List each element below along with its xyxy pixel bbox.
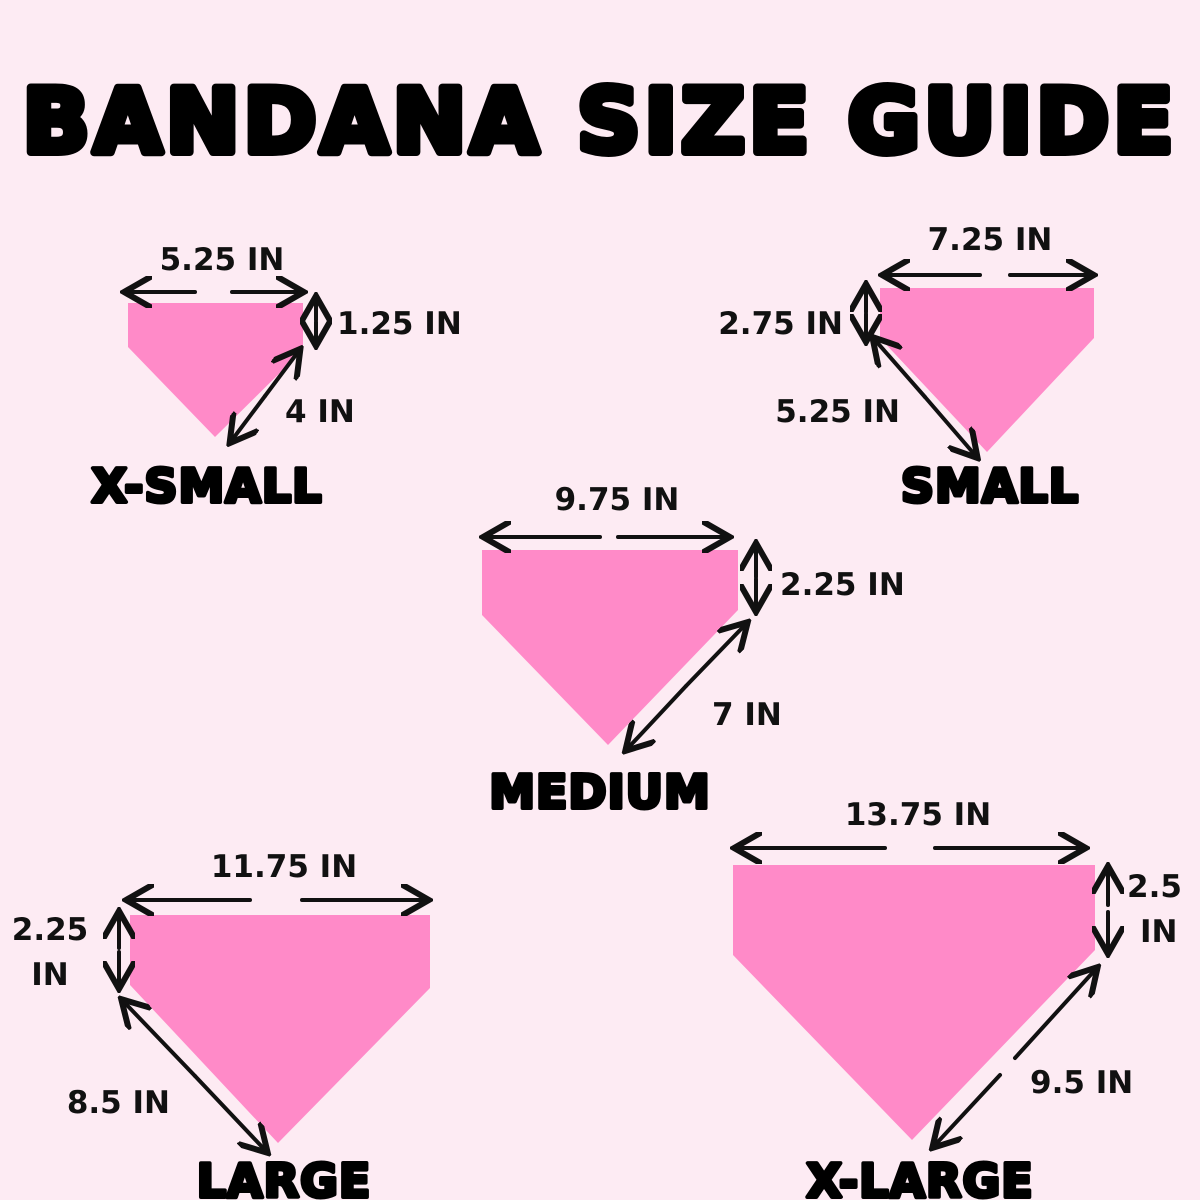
side-arrow-icon bbox=[684, 625, 745, 688]
side-arrow-icon bbox=[923, 395, 975, 455]
size-name: MEDIUM bbox=[489, 765, 711, 819]
width-label: 13.75 IN bbox=[845, 797, 991, 833]
xlarge-bandana-shape bbox=[733, 865, 1095, 1140]
side-arrow-icon bbox=[124, 1002, 197, 1078]
width-label: 11.75 IN bbox=[211, 849, 357, 885]
side-label: 9.5 IN bbox=[1030, 1065, 1133, 1101]
side-arrow-icon bbox=[232, 394, 267, 440]
width-label: 5.25 IN bbox=[160, 242, 285, 278]
height-label: 2.25 IN bbox=[780, 567, 905, 603]
side-label: 5.25 IN bbox=[775, 394, 900, 430]
small-bandana-shape bbox=[880, 288, 1094, 452]
height-label: 1.25 IN bbox=[337, 306, 462, 342]
side-label: 8.5 IN bbox=[67, 1085, 170, 1121]
large-bandana-shape bbox=[130, 915, 430, 1143]
side-label: 7 IN bbox=[712, 697, 782, 733]
side-arrow-icon bbox=[1013, 970, 1095, 1060]
height-unit: IN bbox=[31, 957, 68, 993]
side-arrow-icon bbox=[263, 352, 298, 398]
height-label: 2.75 IN bbox=[718, 306, 843, 342]
side-arrow-icon bbox=[875, 340, 927, 399]
xsmall-bandana-shape bbox=[128, 303, 303, 437]
xlarge-group: 13.75 IN 2.5 IN 9.5 IN X-LARGE bbox=[733, 797, 1182, 1200]
size-name: SMALL bbox=[901, 459, 1079, 513]
side-arrow-icon bbox=[935, 1073, 1002, 1145]
side-arrow-icon bbox=[628, 684, 688, 748]
height-value: 2.25 bbox=[12, 912, 89, 948]
medium-bandana-shape bbox=[482, 550, 738, 745]
height-value: 2.5 bbox=[1127, 869, 1182, 905]
size-name: X-LARGE bbox=[806, 1154, 1033, 1200]
width-label: 9.75 IN bbox=[555, 482, 680, 518]
xsmall-group: 5.25 IN 1.25 IN 4 IN X-SMALL bbox=[90, 242, 462, 515]
medium-group: 9.75 IN 2.25 IN 7 IN MEDIUM bbox=[482, 482, 905, 821]
small-group: 7.25 IN 2.75 IN 5.25 IN SMALL bbox=[718, 222, 1094, 515]
side-label: 4 IN bbox=[285, 394, 355, 430]
height-unit: IN bbox=[1140, 914, 1177, 950]
side-arrow-icon bbox=[193, 1074, 265, 1150]
large-group: 11.75 IN 2.25 IN 8.5 IN LARGE bbox=[12, 849, 430, 1200]
size-name: X-SMALL bbox=[92, 459, 323, 513]
page-title: BANDANA SIZE GUIDE bbox=[23, 70, 1178, 173]
size-name: LARGE bbox=[197, 1154, 372, 1200]
width-label: 7.25 IN bbox=[928, 222, 1053, 258]
